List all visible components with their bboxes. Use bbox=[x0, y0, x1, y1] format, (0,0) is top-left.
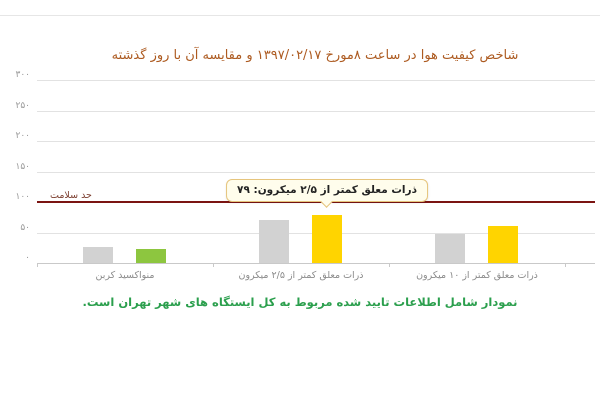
gridline bbox=[37, 80, 595, 81]
y-tick-label: ۱۰۰ bbox=[15, 192, 30, 202]
gridline bbox=[37, 141, 595, 142]
axis-tick bbox=[565, 263, 566, 267]
tooltip: ذرات معلق کمتر از ۲/۵ میکرون: ۷۹ bbox=[226, 179, 428, 208]
axis-tick bbox=[213, 263, 214, 267]
health-limit-label: حد سلامت bbox=[50, 190, 92, 201]
health-limit-line bbox=[37, 201, 595, 203]
y-tick-label: ۱۵۰ bbox=[15, 162, 30, 172]
y-tick-label: ۲۵۰ bbox=[15, 101, 30, 111]
footer-note: نمودار شامل اطلاعات تایید شده مربوط به ک… bbox=[82, 295, 518, 309]
y-tick-label: ۳۰۰ bbox=[15, 70, 30, 80]
axis-tick bbox=[389, 263, 390, 267]
tooltip-text: ذرات معلق کمتر از ۲/۵ میکرون: ۷۹ bbox=[237, 184, 417, 196]
chart-title: شاخص کیفیت هوا در ساعت ۸مورخ ۱۳۹۷/۰۲/۱۷ … bbox=[111, 48, 519, 63]
gridline bbox=[37, 172, 595, 173]
header-divider bbox=[0, 15, 600, 16]
tooltip-arrow-icon bbox=[320, 195, 333, 208]
x-axis-label: منواکسید کربن bbox=[95, 270, 155, 281]
bar-colored-bars-current-0[interactable] bbox=[136, 249, 166, 263]
bar-gray-bars-previous-day-2[interactable] bbox=[435, 234, 465, 263]
y-tick-label: ۵۰ bbox=[20, 223, 30, 233]
bar-gray-bars-previous-day-1[interactable] bbox=[259, 220, 289, 263]
bar-gray-bars-previous-day-0[interactable] bbox=[83, 247, 113, 263]
x-axis-label: ذرات معلق کمتر از ۱۰ میکرون bbox=[416, 270, 538, 281]
y-tick-label: ۰ bbox=[25, 253, 30, 263]
gridline bbox=[37, 111, 595, 112]
x-axis-line bbox=[37, 263, 595, 264]
axis-tick bbox=[37, 263, 38, 267]
bar-colored-bars-current-2[interactable] bbox=[488, 226, 518, 263]
x-axis-label: ذرات معلق کمتر از ۲/۵ میکرون bbox=[238, 270, 364, 281]
y-tick-label: ۲۰۰ bbox=[15, 131, 30, 141]
bar-colored-bars-current-1[interactable] bbox=[312, 215, 342, 263]
